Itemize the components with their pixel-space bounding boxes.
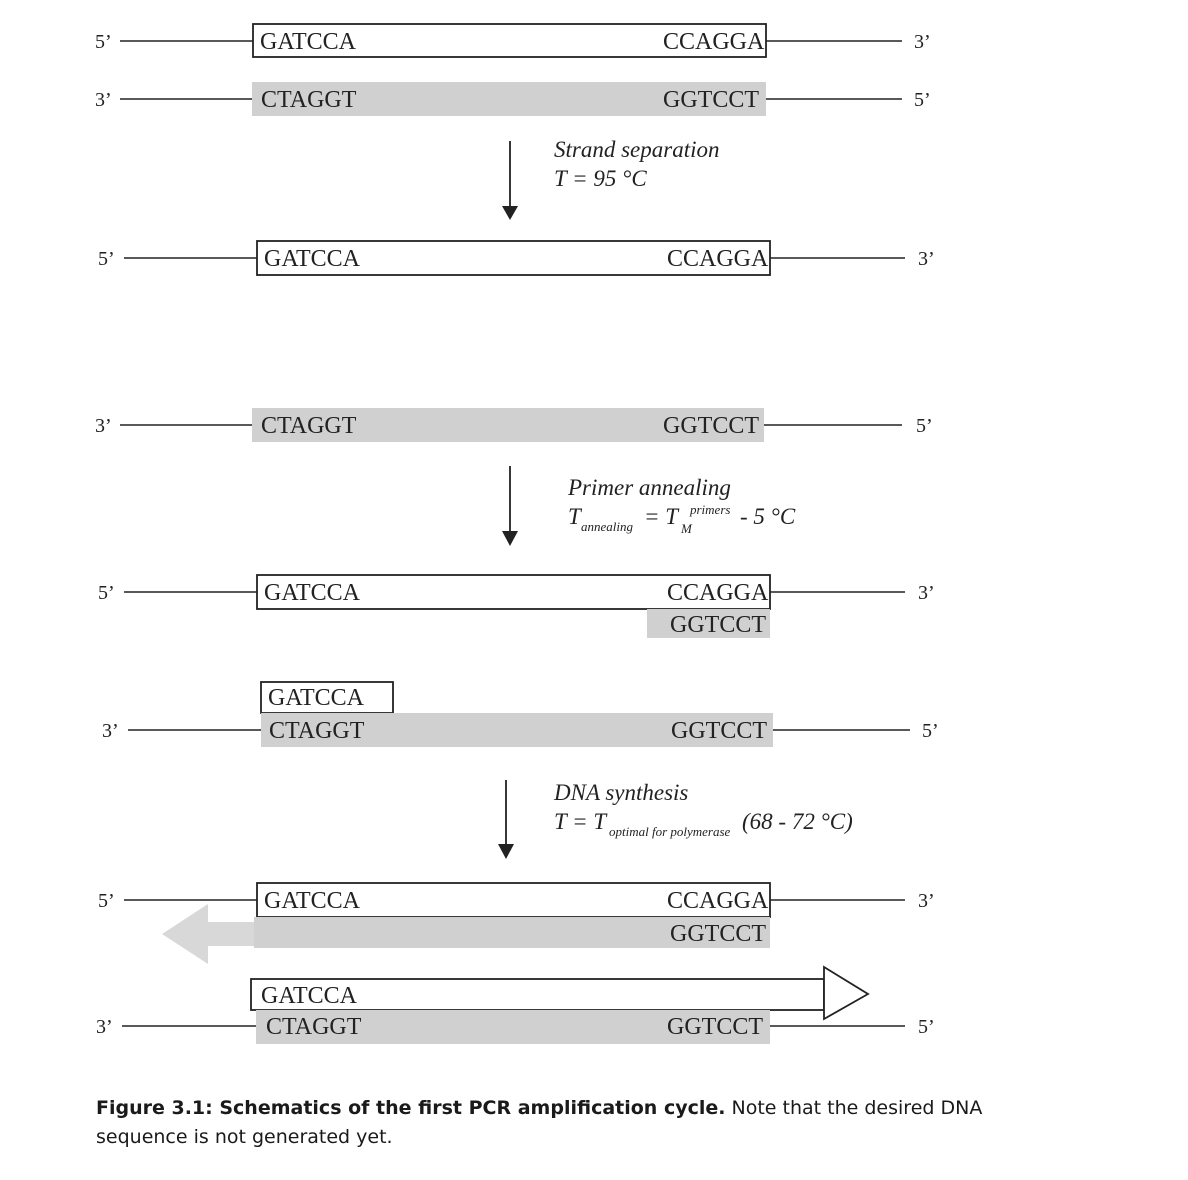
end-label: 3’ <box>102 720 119 742</box>
formula-tail: (68 - 72 °C) <box>742 809 853 834</box>
seq-fwd-right: CCAGGA <box>667 246 769 272</box>
new-strand-box <box>254 917 770 948</box>
end-label: 3’ <box>96 1016 113 1038</box>
seq-rev-right: GGTCCT <box>663 413 759 439</box>
formula-t: T = T <box>554 809 608 834</box>
step-title: Primer annealing <box>567 475 731 500</box>
end-label: 3’ <box>918 248 935 270</box>
seq-fwd-left: GATCCA <box>261 983 358 1009</box>
seq-fwd-left: GATCCA <box>264 580 361 606</box>
end-label: 3’ <box>918 582 935 604</box>
seq-fwd-right: CCAGGA <box>667 580 769 606</box>
step-strand-separation: Strand separation T = 95 °C <box>502 137 719 220</box>
seq-fwd-left: GATCCA <box>260 29 357 55</box>
seq-rev-left: CTAGGT <box>269 718 365 744</box>
ds-dna-initial: 5’ GATCCA CCAGGA 3’ 3’ CTAGGT GGTCCT 5’ <box>95 23 931 116</box>
primer-box <box>260 681 394 714</box>
formula-tail: - 5 °C <box>740 504 796 529</box>
end-label: 3’ <box>914 31 931 53</box>
figure-caption: Figure 3.1: Schematics of the first PCR … <box>96 1094 1036 1152</box>
primer-box <box>647 609 770 638</box>
formula-sub-annealing: annealing <box>581 519 633 534</box>
formula-sub-optimal: optimal for polymerase <box>609 824 731 839</box>
step-dna-synthesis: DNA synthesis T = T optimal for polymera… <box>498 780 853 859</box>
caption-text: Note that the desired DNA sequence is no… <box>96 1097 983 1148</box>
seq-rev-right: GGTCCT <box>670 921 766 947</box>
synthesis-direction-left-arrow-icon <box>162 904 254 964</box>
end-label: 3’ <box>95 415 112 437</box>
end-label: 3’ <box>95 89 112 111</box>
single-strand-bottom: 3’ CTAGGT GGTCCT 5’ <box>95 408 933 442</box>
caption-title: Figure 3.1: Schematics of the first PCR … <box>96 1097 726 1119</box>
seq-fwd-left: GATCCA <box>264 246 361 272</box>
formula-sub-m: M <box>680 521 693 536</box>
formula-sup-primers: primers <box>689 502 730 517</box>
seq-fwd-left: GATCCA <box>268 685 365 711</box>
end-label: 5’ <box>98 248 115 270</box>
step-title: Strand separation <box>554 137 719 162</box>
bottom-strand-box <box>252 408 764 442</box>
seq-rev-right: GGTCCT <box>667 1014 763 1040</box>
end-label: 5’ <box>95 31 112 53</box>
end-label: 5’ <box>916 415 933 437</box>
pcr-cycle-diagram: 5’ GATCCA CCAGGA 3’ 3’ CTAGGT GGTCCT 5’ … <box>95 23 939 1044</box>
bottom-strand-box <box>252 82 766 116</box>
bottom-strand-box <box>261 713 773 747</box>
single-strand-top: 5’ GATCCA CCAGGA 3’ <box>98 240 935 276</box>
seq-fwd-right: CCAGGA <box>663 29 765 55</box>
step-temp: T = 95 °C <box>554 166 647 191</box>
annealed-bottom: GATCCA 3’ CTAGGT GGTCCT 5’ <box>102 681 939 747</box>
end-label: 5’ <box>98 582 115 604</box>
formula-eq: = T <box>644 504 680 529</box>
end-label: 5’ <box>98 890 115 912</box>
seq-fwd-left: GATCCA <box>264 888 361 914</box>
end-label: 5’ <box>914 89 931 111</box>
synthesis-top: 5’ GATCCA CCAGGA 3’ GGTCCT <box>98 882 935 964</box>
seq-rev-left: CTAGGT <box>266 1014 362 1040</box>
annealed-top: 5’ GATCCA CCAGGA 3’ GGTCCT <box>98 574 935 638</box>
step-title: DNA synthesis <box>553 780 688 805</box>
top-strand-box <box>256 574 771 610</box>
synthesis-bottom: GATCCA 3’ CTAGGT GGTCCT 5’ <box>96 965 935 1044</box>
formula-t: T <box>568 504 583 529</box>
seq-fwd-right: CCAGGA <box>667 888 769 914</box>
end-label: 3’ <box>918 890 935 912</box>
end-label: 5’ <box>922 720 939 742</box>
seq-rev-right: GGTCCT <box>671 718 767 744</box>
top-strand-box <box>256 240 771 276</box>
seq-rev-right: GGTCCT <box>670 612 766 638</box>
step-primer-annealing: Primer annealing T annealing = T primers… <box>502 466 796 546</box>
end-label: 5’ <box>918 1016 935 1038</box>
seq-rev-left: CTAGGT <box>261 87 357 113</box>
seq-rev-right: GGTCCT <box>663 87 759 113</box>
seq-rev-left: CTAGGT <box>261 413 357 439</box>
bottom-strand-box <box>256 1010 770 1044</box>
synthesis-direction-right-arrow-icon <box>823 965 870 1021</box>
